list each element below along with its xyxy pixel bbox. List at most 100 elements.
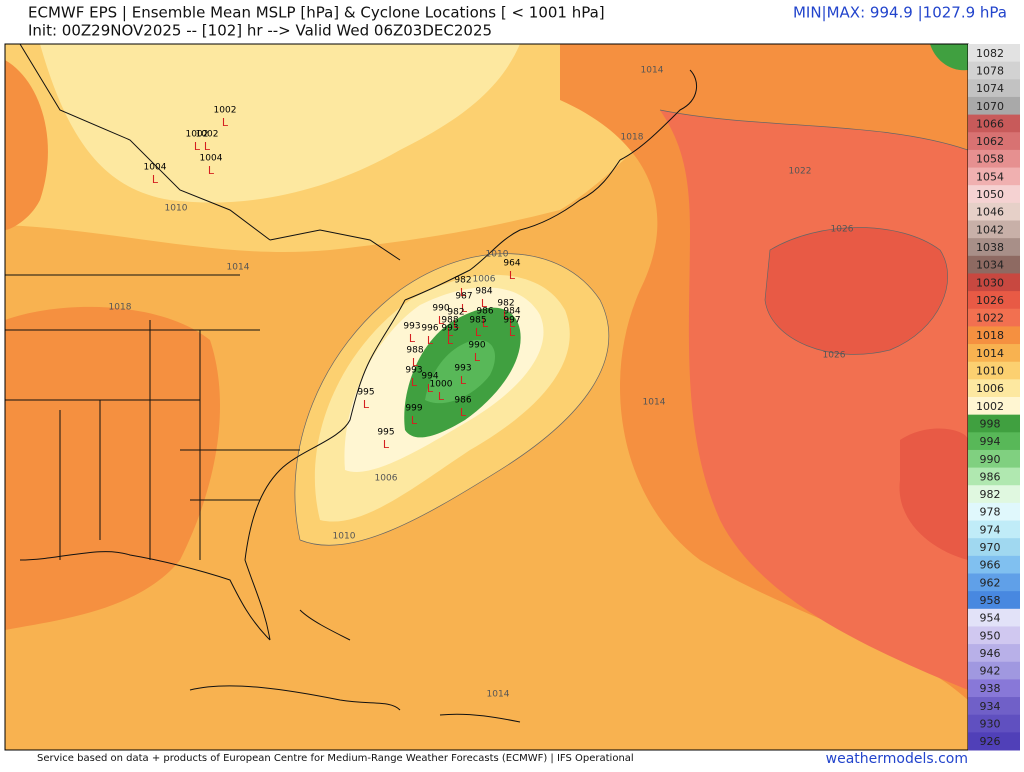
field-1026: [765, 227, 948, 355]
cyclone-pressure: 984: [503, 307, 520, 317]
field-1026-b: [899, 428, 968, 560]
colorbar-label: 1010: [976, 365, 1004, 378]
colorbar-label: 1018: [976, 329, 1004, 342]
cyclone-symbol: L: [204, 140, 211, 153]
contour-label: 1010: [486, 250, 509, 260]
cyclone-pressure: 1004: [144, 163, 167, 173]
site-link[interactable]: weathermodels.com: [826, 751, 968, 767]
colorbar-label: 994: [980, 435, 1001, 448]
cyclone-symbol: L: [208, 164, 215, 177]
cyclone-pressure: 1002: [214, 106, 237, 116]
colorbar-swatch: [968, 61, 1020, 80]
colorbar-label: 1078: [976, 64, 1004, 77]
colorbar-label: 1082: [976, 47, 1004, 60]
colorbar-swatch: [968, 79, 1020, 98]
islands: [189, 609, 521, 723]
colorbar-swatch: [968, 114, 1020, 133]
cyclone-symbol: L: [453, 318, 460, 331]
title: ECMWF EPS | Ensemble Mean MSLP [hPa] & C…: [28, 4, 605, 22]
colorbar-swatch: [968, 485, 1020, 504]
cyclone-pressure: 993: [454, 364, 471, 374]
cyclone-symbol: L: [474, 351, 481, 364]
colorbar-swatch: [968, 449, 1020, 469]
colorbar-swatch: [968, 397, 1020, 416]
colorbar-label: 986: [980, 470, 1001, 483]
cyclone-pressure: 997: [503, 316, 520, 326]
colorbar-swatch: [968, 538, 1020, 557]
colorbar-swatch: [968, 591, 1020, 610]
contour-label: 1006: [473, 275, 496, 285]
colorbar-label: 990: [980, 453, 1001, 466]
contour-label: 1014: [641, 66, 664, 76]
colorbar-label: 926: [980, 735, 1001, 748]
colorbar-swatch: [968, 644, 1020, 663]
cyclone-pressure: 999: [405, 404, 422, 414]
colorbar-label: 1026: [976, 294, 1004, 307]
colorbar-label: 966: [980, 559, 1001, 572]
colorbar-swatch: [968, 44, 1020, 63]
contour-label: 1018: [621, 133, 644, 143]
colorbar-swatch: [968, 326, 1020, 345]
colorbar-swatch: [968, 291, 1020, 310]
field-998-ne: [930, 44, 968, 71]
colorbar-label: 1054: [976, 170, 1004, 183]
colorbar-swatch: [968, 238, 1020, 257]
cyclone-pressure: 987: [455, 292, 472, 302]
colorbar-label: 982: [980, 488, 1001, 501]
colorbar-label: 1066: [976, 117, 1004, 130]
colorbar-swatch: [968, 96, 1020, 116]
cyclone-pressure: 982: [447, 308, 464, 318]
contour-label: 1014: [487, 690, 510, 700]
colorbar-label: 998: [980, 417, 1001, 430]
colorbar-label: 938: [980, 682, 1001, 695]
cyclone-pressure: 994: [421, 372, 438, 382]
colorbar-swatch: [968, 697, 1020, 716]
colorbar-swatch: [968, 432, 1020, 451]
colorbar-swatch: [968, 361, 1020, 380]
min-max: MIN|MAX: 994.9 |1027.9 hPa: [793, 4, 1007, 22]
colorbar-swatch: [968, 344, 1020, 363]
isobar: [659, 109, 968, 355]
cyclone-symbol: L: [411, 376, 418, 389]
field-1006: [40, 44, 520, 203]
cyclone-symbol: L: [152, 173, 159, 186]
colorbar-swatch: [968, 714, 1020, 733]
cyclone-symbol: L: [383, 438, 390, 451]
cyclone-pressure: 993: [441, 324, 458, 334]
contour-label: 1014: [227, 263, 250, 273]
contour-label: 1026: [831, 225, 854, 235]
cyclone-symbol: L: [447, 326, 454, 339]
colorbar-swatch: [968, 661, 1020, 680]
colorbar-label: 1038: [976, 241, 1004, 254]
colorbar-label: 1002: [976, 400, 1004, 413]
cyclone-pressure: 996: [421, 324, 438, 334]
coastline: [19, 69, 698, 641]
colorbar-label: 946: [980, 647, 1001, 660]
cyclone-pressure: 990: [432, 304, 449, 314]
subtitle: Init: 00Z29NOV2025 -- [102] hr --> Valid…: [28, 22, 492, 40]
cyclone-pressure: 1002: [186, 130, 209, 140]
colorbar-label: 954: [980, 612, 1001, 625]
colorbar-swatch: [968, 255, 1020, 274]
contour-label: 1018: [109, 303, 132, 313]
colorbar-label: 934: [980, 700, 1001, 713]
field-1018-nw: [5, 60, 48, 230]
cyclone-symbol: L: [409, 332, 416, 345]
cyclone-symbol: L: [427, 334, 434, 347]
colorbar-swatch: [968, 732, 1020, 751]
cyclone-pressure: 964: [503, 259, 520, 269]
map: 1014 1018 1022 1026 1026 1010 1014 1018 1006 1010…: [4, 43, 969, 751]
cyclone-symbol: L: [509, 269, 516, 282]
cyclone-symbol: L: [509, 326, 516, 339]
cyclone-symbol: L: [412, 356, 419, 369]
colorbar-label: 958: [980, 594, 1001, 607]
colorbar-label: 1058: [976, 153, 1004, 166]
cyclone-symbol: L: [509, 317, 516, 330]
colorbar-swatch: [968, 573, 1020, 592]
colorbar-label: 962: [980, 576, 1001, 589]
cyclone-pressure: 993: [403, 322, 420, 332]
colorbar-swatch: [968, 308, 1020, 327]
cyclone-symbol: L: [222, 116, 229, 129]
cyclone-symbol: L: [481, 297, 488, 310]
